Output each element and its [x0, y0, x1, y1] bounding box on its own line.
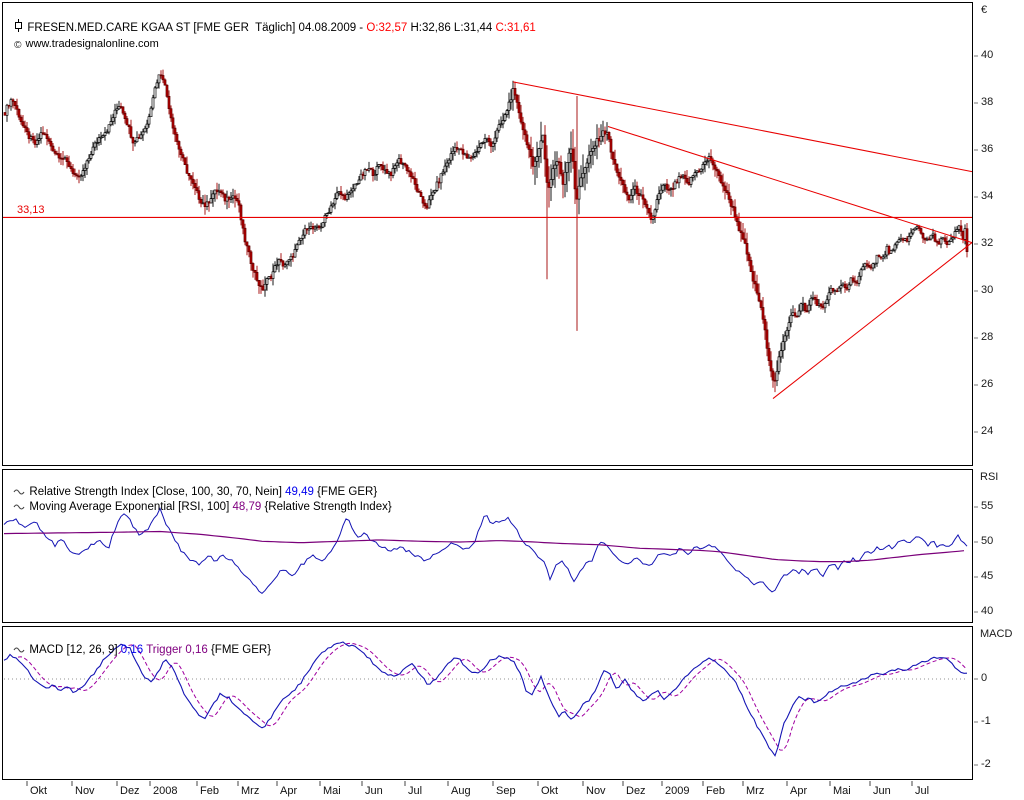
month-label: 2009 [665, 785, 690, 797]
watermark-line: © www.tradesignalonline.com [8, 23, 159, 53]
month-label: Mai [323, 785, 341, 797]
month-label: Jun [365, 785, 383, 797]
month-label: Dez [120, 785, 140, 797]
candle-bodies-up [5, 74, 967, 382]
price-tick-label: 30 [981, 284, 994, 296]
rsi-header-2: Moving Average Exponential [RSI, 100] 48… [7, 486, 392, 515]
rsi-tick-label: 45 [981, 570, 994, 582]
month-label: Feb [200, 785, 219, 797]
rsi-tick-label: 40 [981, 605, 994, 617]
text-segment: 48,79 [232, 501, 262, 513]
rsi-panel[interactable] [2, 469, 973, 623]
macd-tick-label: -1 [981, 715, 991, 727]
trendline-3[interactable] [772, 242, 973, 400]
month-label: 2008 [153, 785, 178, 797]
price-tick-label: 24 [981, 425, 994, 437]
rsi-line [3, 507, 968, 595]
month-label: Okt [541, 785, 559, 797]
price-tick-label: 34 [981, 190, 994, 202]
price-axis-title: € [981, 4, 988, 16]
text-segment: {FME GER} [207, 644, 272, 656]
chart-title: FRESEN.MED.CARE KGAA ST [FME GER Täglich… [27, 22, 535, 34]
trendline-1[interactable] [512, 81, 973, 173]
text-segment: 0,16 [120, 644, 144, 656]
wave-icon [13, 644, 25, 658]
rsi-tick-label: 50 [981, 535, 994, 547]
macd-header: MACD [12, 26, 9] 0,16 Trigger 0,16 {FME … [7, 629, 271, 658]
month-label: Jun [873, 785, 891, 797]
text-segment: 49,49 [285, 486, 314, 498]
month-label: Apr [280, 785, 298, 797]
month-label: Mrz [746, 785, 765, 797]
month-label: Dez [626, 785, 646, 797]
month-label: Sep [496, 785, 516, 797]
text-segment: MACD [12, 26, 9] [29, 644, 121, 656]
rsi-axis-title: RSI [980, 471, 999, 483]
price-tick-label: 36 [981, 143, 994, 155]
month-label: Nov [75, 785, 95, 797]
month-label: Aug [451, 785, 471, 797]
horizontal-line-label: 33,13 [17, 204, 45, 216]
rsi-tick-label: 55 [981, 500, 994, 512]
rsi-header-1: Relative Strength Index [Close, 100, 30,… [7, 471, 377, 500]
month-label: Jul [915, 785, 930, 797]
chart-title-line: FRESEN.MED.CARE KGAA ST [FME GER Täglich… [8, 5, 536, 36]
price-tick-label: 26 [981, 378, 994, 390]
month-label: Jul [408, 785, 423, 797]
price-tick-label: 38 [981, 96, 994, 108]
candle-bodies-down [3, 74, 969, 382]
text-segment: {FME GER} [313, 486, 378, 498]
wave-icon [13, 501, 25, 515]
text-segment: {Relative Strength Index} [261, 501, 392, 513]
price-tick-label: 28 [981, 331, 994, 343]
macd-panel[interactable] [2, 626, 973, 780]
rsi-ema-line [3, 530, 965, 563]
wave-icon [13, 486, 25, 500]
copyright-icon: © [14, 40, 22, 51]
month-label: Mai [833, 785, 851, 797]
month-label: Apr [790, 785, 808, 797]
month-label: Mrz [241, 785, 260, 797]
text-segment: C:31,61 [495, 22, 536, 34]
candlestick-icon [14, 19, 23, 36]
text-segment: Relative Strength Index [Close, 100, 30,… [29, 486, 286, 498]
month-label: Okt [30, 785, 48, 797]
macd-tick-label: 0 [981, 672, 988, 684]
macd-tick-label: -2 [981, 758, 991, 770]
text-segment: FRESEN.MED.CARE KGAA ST [FME GER Täglich… [27, 22, 367, 34]
macd-trigger-line [17, 642, 967, 751]
month-label: Feb [706, 785, 725, 797]
text-segment: O:32,57 [366, 22, 408, 34]
text-segment: Moving Average Exponential [RSI, 100] [29, 501, 233, 513]
price-tick-label: 40 [981, 49, 994, 61]
macd-line [3, 641, 968, 757]
month-label: Nov [586, 785, 606, 797]
text-segment: Trigger 0,16 [146, 644, 208, 656]
text-segment: H:32,86 L:31,44 [407, 22, 496, 34]
candle-wicks-up [6, 74, 966, 387]
price-tick-label: 32 [981, 237, 994, 249]
trendline-2[interactable] [607, 125, 973, 244]
macd-axis-title: MACD [980, 628, 1013, 640]
watermark-text: www.tradesignalonline.com [25, 38, 159, 50]
